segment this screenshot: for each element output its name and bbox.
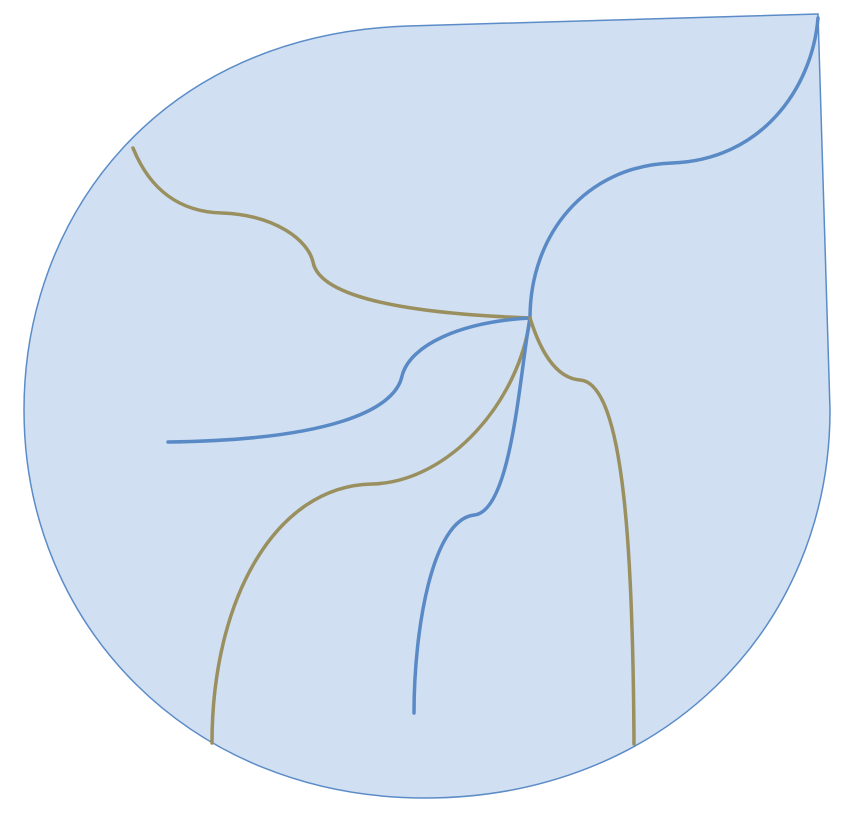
left-branch	[166, 316, 532, 444]
lower-left-branch	[210, 316, 532, 745]
teardrop-shape	[23, 13, 831, 799]
bottom-center-branch	[412, 316, 532, 715]
upper-left-branch	[131, 146, 532, 320]
top-right-branch	[528, 16, 820, 320]
lower-right-branch	[528, 316, 636, 746]
